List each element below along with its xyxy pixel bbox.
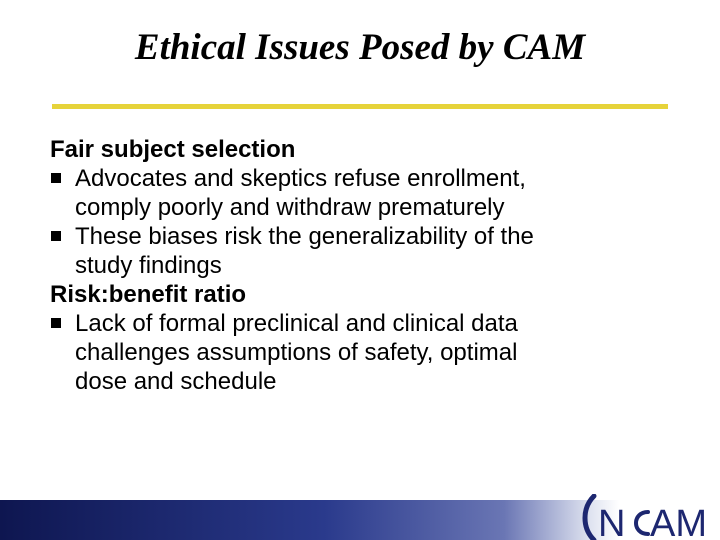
- bullet-text-line: challenges assumptions of safety, optima…: [75, 339, 518, 366]
- slide-body: Fair subject selection Advocates and ske…: [50, 135, 690, 396]
- title-divider: [52, 104, 668, 109]
- logo-arc-icon: [582, 494, 597, 540]
- bullet-text-line: comply poorly and withdraw prematurely: [75, 194, 505, 221]
- footer-bar: [0, 500, 720, 540]
- logo-c-arc-icon: [634, 510, 650, 536]
- nccam-logo: N AM: [582, 494, 707, 540]
- logo-letter-n: N: [598, 503, 625, 540]
- bullet-text-line: These biases risk the generalizability o…: [75, 223, 534, 250]
- bullet-text-line: Lack of formal preclinical and clinical …: [75, 310, 518, 337]
- square-bullet-icon: [51, 231, 61, 241]
- bullet-item: These biases risk the generalizability o…: [50, 222, 690, 280]
- logo-letters-am: AM: [650, 503, 707, 540]
- bullet-text-line: study findings: [75, 252, 222, 279]
- bullet-text-line: dose and schedule: [75, 368, 277, 395]
- bullet-text-line: Advocates and skeptics refuse enrollment…: [75, 165, 526, 192]
- square-bullet-icon: [51, 318, 61, 328]
- section-heading-fair-subject-selection: Fair subject selection: [50, 136, 296, 163]
- bullet-item: Advocates and skeptics refuse enrollment…: [50, 164, 690, 222]
- slide-title: Ethical Issues Posed by CAM: [134, 27, 586, 68]
- square-bullet-icon: [51, 173, 61, 183]
- section-heading-risk-benefit: Risk:benefit ratio: [50, 281, 247, 308]
- bullet-item: Lack of formal preclinical and clinical …: [50, 309, 690, 396]
